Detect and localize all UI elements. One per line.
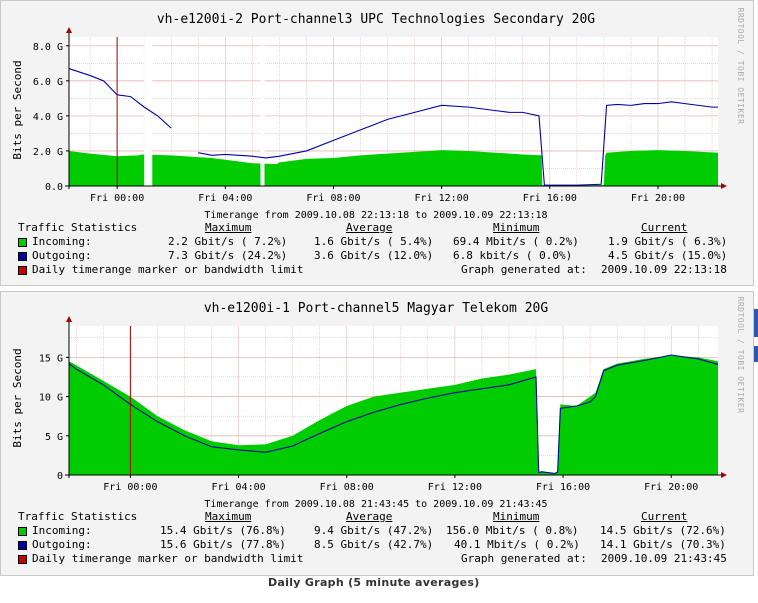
y-axis-arrow	[66, 316, 72, 322]
x-tick-label: Fri 04:00	[211, 482, 265, 493]
stats-col-average: Average	[346, 221, 393, 234]
y-tick-label: 5 G	[45, 432, 63, 443]
adjacent-window-edge	[754, 346, 758, 362]
x-tick-label: Fri 08:00	[306, 193, 360, 204]
rrdtool-watermark: RRDTOOL / TOBI OETIKER	[736, 297, 745, 414]
outgoing-label: Outgoing:	[32, 249, 92, 262]
stats-col-minimum: Minimum	[493, 221, 540, 234]
incoming-maximum: 2.2 Gbit/s ( 7.2%)	[168, 235, 288, 248]
y-tick-label: 4.0 G	[33, 112, 63, 123]
marker-swatch	[18, 266, 27, 275]
incoming-minimum: 156.0 Mbit/s ( 0.8%)	[446, 524, 579, 537]
outgoing-minimum: 6.8 kbit/s ( 0.0%)	[453, 249, 573, 262]
stats-col-current: Current	[641, 510, 688, 523]
daily-graph-caption: Daily Graph (5 minute averages)	[268, 576, 480, 589]
adjacent-window-edge	[754, 309, 758, 337]
incoming-label: Incoming:	[32, 524, 92, 537]
y-tick-label: 2.0 G	[33, 147, 63, 158]
outgoing-line	[68, 354, 719, 474]
generated-label: Graph generated at:	[461, 263, 587, 276]
y-tick-label: 0.0	[45, 182, 63, 193]
incoming-area	[69, 150, 718, 186]
y-axis-label: Bits per Second	[11, 348, 24, 447]
rrdtool-watermark: RRDTOOL / TOBI OETIKER	[736, 8, 745, 125]
y-axis-arrow	[66, 27, 72, 33]
generated-label: Graph generated at:	[461, 552, 587, 565]
outgoing-average: 3.6 Gbit/s (12.0%)	[314, 249, 434, 262]
generated-timestamp: 2009.10.09 21:43:45	[601, 552, 727, 565]
x-tick-label: Fri 00:00	[103, 482, 157, 493]
stats-col-current: Current	[641, 221, 688, 234]
outgoing-minimum: 40.1 Mbit/s ( 0.2%)	[454, 538, 580, 551]
outgoing-average: 8.5 Gbit/s (42.7%)	[314, 538, 434, 551]
x-tick-label: Fri 00:00	[90, 193, 144, 204]
stats-col-maximum: Maximum	[205, 221, 252, 234]
incoming-current: 14.5 Gbit/s (72.6%)	[600, 524, 726, 537]
x-tick-label: Fri 08:00	[320, 482, 374, 493]
y-tick-label: 10 G	[39, 393, 63, 404]
outgoing-maximum: 7.3 Gbit/s (24.2%)	[168, 249, 288, 262]
outgoing-current: 4.5 Gbit/s (15.0%)	[608, 249, 728, 262]
outgoing-swatch	[18, 252, 27, 261]
data-gap	[144, 37, 153, 186]
x-axis-arrow	[721, 183, 727, 189]
timerange-text: Timerange from 2009.10.08 21:43:45 to 20…	[204, 499, 547, 510]
outgoing-swatch	[18, 541, 27, 550]
stats-heading: Traffic Statistics	[18, 221, 138, 234]
outgoing-maximum: 15.6 Gbit/s (77.8%)	[160, 538, 286, 551]
x-tick-label: Fri 20:00	[644, 482, 698, 493]
incoming-label: Incoming:	[32, 235, 92, 248]
incoming-swatch	[18, 527, 27, 536]
incoming-minimum: 69.4 Mbit/s ( 0.2%)	[453, 235, 579, 248]
stats-heading: Traffic Statistics	[18, 510, 138, 523]
stats-col-maximum: Maximum	[205, 510, 252, 523]
chart-title: vh-e1200i-1 Port-channel5 Magyar Telekom…	[204, 301, 549, 316]
stats-col-minimum: Minimum	[493, 510, 540, 523]
y-tick-label: 8.0 G	[33, 42, 63, 53]
marker-label: Daily timerange marker or bandwidth limi…	[32, 552, 304, 565]
marker-label: Daily timerange marker or bandwidth limi…	[32, 263, 304, 276]
outgoing-label: Outgoing:	[32, 538, 92, 551]
incoming-average: 9.4 Gbit/s (47.2%)	[314, 524, 434, 537]
y-tick-label: 15 G	[39, 353, 63, 364]
data-gap	[260, 37, 265, 186]
x-tick-label: Fri 12:00	[415, 193, 469, 204]
y-tick-label: 0	[57, 471, 63, 482]
timerange-text: Timerange from 2009.10.08 22:13:18 to 20…	[204, 210, 547, 221]
incoming-maximum: 15.4 Gbit/s (76.8%)	[160, 524, 286, 537]
y-tick-label: 6.0 G	[33, 77, 63, 88]
generated-timestamp: 2009.10.09 22:13:18	[601, 263, 727, 276]
incoming-average: 1.6 Gbit/s ( 5.4%)	[314, 235, 434, 248]
outgoing-line	[68, 68, 718, 186]
outgoing-current: 14.1 Gbit/s (70.3%)	[600, 538, 726, 551]
x-axis-arrow	[721, 472, 727, 478]
marker-swatch	[18, 555, 27, 564]
x-tick-label: Fri 12:00	[428, 482, 482, 493]
x-tick-label: Fri 04:00	[198, 193, 252, 204]
incoming-swatch	[18, 238, 27, 247]
plot-area: Fri 00:00 Fri 04:00 Fri 08:00 Fri 12:00 Fri …	[39, 316, 727, 493]
chart-title: vh-e1200i-2 Port-channel3 UPC Technologi…	[157, 12, 595, 27]
y-axis-label: Bits per Second	[11, 60, 24, 159]
stats-col-average: Average	[346, 510, 393, 523]
incoming-current: 1.9 Gbit/s ( 6.3%)	[608, 235, 728, 248]
x-tick-label: Fri 16:00	[523, 193, 577, 204]
incoming-area	[69, 355, 718, 475]
plot-area: Fri 00:00 Fri 04:00 Fri 08:00 Fri 12:00 Fri …	[33, 27, 727, 204]
x-tick-label: Fri 20:00	[631, 193, 685, 204]
x-tick-label: Fri 16:00	[536, 482, 590, 493]
